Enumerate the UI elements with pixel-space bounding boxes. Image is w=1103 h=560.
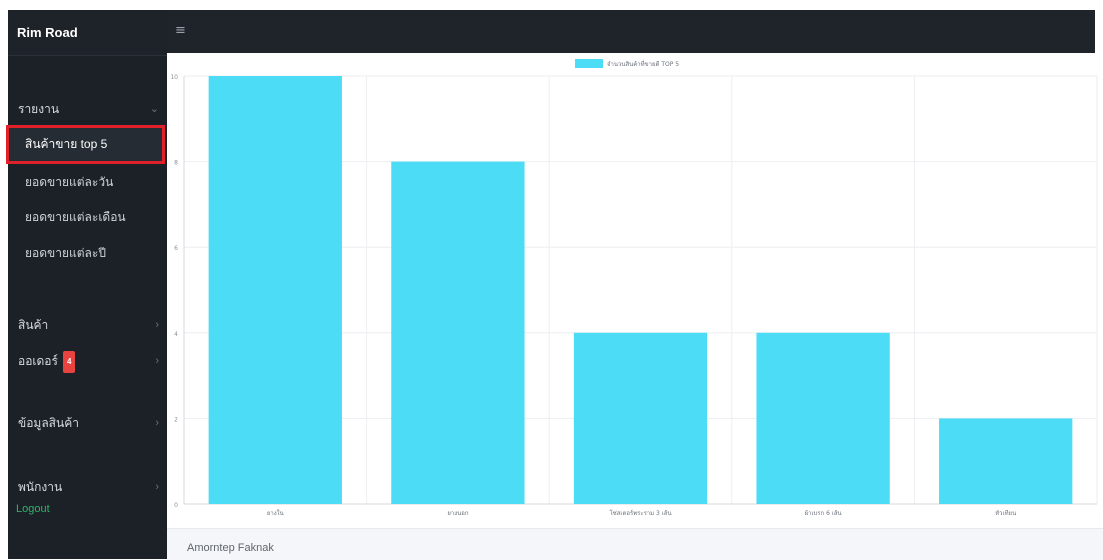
hamburger-icon[interactable]: ≡ bbox=[175, 23, 186, 38]
logout-link[interactable]: Logout bbox=[16, 503, 50, 515]
sidebar-item-product-data[interactable]: ข้อมูลสินค้า › bbox=[8, 413, 167, 433]
sidebar-item-label: ยอดขายแต่ละปี bbox=[25, 246, 106, 260]
y-tick-label: 4 bbox=[174, 331, 178, 338]
sidebar-item-label: ข้อมูลสินค้า bbox=[18, 416, 79, 430]
x-tick-label: ผ้าเบรก 6 เส้น bbox=[805, 510, 842, 517]
sidebar-section-label bbox=[8, 453, 167, 462]
sidebar-section-label bbox=[8, 76, 167, 85]
footer-author: Amorntep Faknak bbox=[187, 542, 274, 554]
brand-title[interactable]: Rim Road bbox=[8, 10, 167, 56]
sidebar-item-daily-sales[interactable]: ยอดขายแต่ละวัน bbox=[8, 165, 167, 199]
sidebar-item-products[interactable]: สินค้า › bbox=[8, 315, 167, 335]
y-tick-label: 8 bbox=[174, 160, 178, 167]
main-content: 0 2 4 6 8 10 ยางใน ยางนอก โซ่สเตอร์พระราม 3 เส้น… bbox=[167, 53, 1103, 559]
sidebar-item-label: สินค้าขาย top 5 bbox=[25, 137, 108, 151]
chevron-right-icon: › bbox=[155, 417, 159, 429]
footer: Amorntep Faknak bbox=[167, 528, 1103, 560]
chevron-right-icon: › bbox=[155, 355, 159, 367]
sidebar-item-monthly-sales[interactable]: ยอดขายแต่ละเดือน bbox=[8, 199, 167, 235]
bar bbox=[756, 332, 890, 504]
sidebar-item-yearly-sales[interactable]: ยอดขายแต่ละปี bbox=[8, 235, 167, 271]
x-tick-label: ยางใน bbox=[267, 509, 284, 517]
sidebar-item-label: รายงาน bbox=[18, 102, 60, 116]
sidebar-section-label bbox=[8, 389, 167, 398]
chevron-right-icon: › bbox=[155, 319, 159, 331]
x-tick-label: ยางนอก bbox=[447, 510, 469, 517]
top-navbar: ≡ bbox=[167, 10, 1095, 53]
sidebar: Rim Road รายงาน ⌄ สินค้าขาย top 5 ยอดขาย… bbox=[6, 10, 167, 559]
bar bbox=[208, 76, 342, 504]
x-tick-label: โซ่สเตอร์พระราม 3 เส้น bbox=[609, 509, 671, 517]
chevron-down-icon: ⌄ bbox=[149, 103, 159, 115]
sidebar-item-orders[interactable]: ออเดอร์ 4 › bbox=[8, 351, 167, 373]
legend-label: จำนวนสินค้าที่ขายดี TOP 5 bbox=[607, 60, 679, 68]
sidebar-item-label: ออเดอร์ bbox=[18, 354, 58, 368]
y-tick-label: 6 bbox=[174, 245, 178, 252]
sidebar-item-top5[interactable]: สินค้าขาย top 5 bbox=[6, 125, 165, 164]
sidebar-item-label: ยอดขายแต่ละเดือน bbox=[25, 210, 126, 224]
y-tick-label: 0 bbox=[174, 502, 178, 509]
sidebar-item-label: สินค้า bbox=[18, 318, 49, 332]
bar bbox=[939, 418, 1073, 504]
order-count-badge: 4 bbox=[62, 351, 76, 373]
sidebar-item-label: ยอดขายแต่ละวัน bbox=[25, 175, 114, 189]
top5-sales-chart: 0 2 4 6 8 10 ยางใน ยางนอก โซ่สเตอร์พระราม 3 เส้น… bbox=[170, 59, 1098, 517]
sidebar-item-employees[interactable]: พนักงาน › bbox=[8, 477, 167, 497]
sidebar-item-label: พนักงาน bbox=[18, 480, 63, 494]
bar bbox=[391, 161, 525, 504]
bar bbox=[573, 332, 708, 504]
chevron-right-icon: › bbox=[155, 481, 159, 493]
sidebar-item-reports[interactable]: รายงาน ⌄ bbox=[8, 99, 167, 119]
x-tick-label: หัวเทียน bbox=[995, 509, 1016, 517]
y-tick-label: 10 bbox=[170, 74, 178, 81]
sidebar-section-label bbox=[8, 291, 167, 300]
y-tick-label: 2 bbox=[174, 416, 178, 423]
legend-swatch bbox=[575, 59, 603, 68]
